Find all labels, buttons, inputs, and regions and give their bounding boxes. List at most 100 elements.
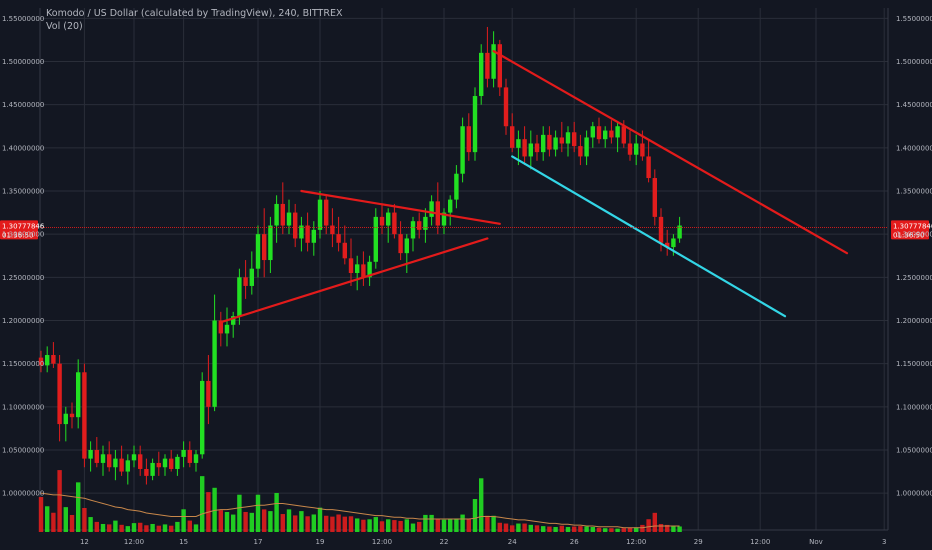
volume-bar [609,528,614,532]
candle-body [76,372,81,418]
left-tick-label: 1.35000000 [2,187,44,195]
right-tick-label: 1.10000000 [896,403,932,411]
candle-body [572,132,577,147]
candle-body [466,126,471,153]
candle-body [57,363,62,425]
candle-body [355,264,360,273]
candle-body [460,126,465,174]
candle-body [45,355,50,366]
trendlines [219,50,849,324]
volume-bar [677,526,682,532]
volume-bar [553,526,558,532]
volume-bar [615,528,620,532]
volume-bar [280,514,285,532]
candle-body [193,454,199,463]
candle-body [138,454,143,469]
volume-bar [423,514,428,532]
candle-body [404,238,409,254]
volume-bar [63,507,68,532]
candle-body [88,449,93,459]
volume-ma-polyline [40,492,680,529]
candle-body [541,134,546,153]
candle-body [268,225,273,261]
candle-body [646,156,651,179]
volume-bar [497,522,502,532]
time-tick-label: 24 [508,538,517,546]
candle-body [299,225,304,239]
volume-bar [255,494,261,532]
volume-bar [603,528,608,532]
candle-body [448,199,453,213]
volume-bar [125,526,130,532]
volume-bar [466,518,471,532]
price-tag-countdown: 01:36:50 [893,231,924,239]
candle-body [113,458,118,468]
candle-body [119,458,124,472]
volume-bar [658,524,664,532]
grid [39,8,889,531]
candle-body [131,454,137,461]
volume-bar [373,517,378,532]
volume-bar [441,519,447,532]
volume-bar [336,514,341,532]
candle-body [237,277,242,317]
right-price-axis[interactable]: 1.55000000 1.50000000 1.45000000 1.40000000… [896,15,932,498]
candle-body [547,134,552,150]
volume-bar [572,526,577,532]
candle-body [578,146,583,157]
right-tick-label: 1.25000000 [896,274,932,282]
volume-bar [82,507,87,532]
candle-body [231,316,236,325]
volume-bar [404,519,409,532]
volume-bar [485,515,490,532]
right-tick-label: 1.15000000 [896,360,932,368]
candle-body [441,212,447,226]
volume-bar [491,515,496,532]
time-axis[interactable]: 12 12:00 15 17 19 12:00 22 24 26 12:00 29 12:00 Nov 3… [80,538,932,546]
price-tag-value: 1.30777846 [2,222,45,230]
volume-bar [274,492,279,532]
volume-bar [131,523,137,532]
volume-bar [268,511,273,532]
candle-body [144,468,149,476]
left-tick-label: 1.00000000 [2,490,44,498]
volume-bar [621,528,626,532]
volume-bar [187,520,192,532]
candle-body [63,413,68,425]
volume-bar [472,499,478,532]
left-price-axis: 1.55000000 1.50000000 1.45000000 1.40000000… [2,15,44,498]
right-tick-label: 1.55000000 [896,15,932,23]
candle-body [677,225,682,239]
volume-bar [94,521,99,532]
price-tag-box [0,220,38,240]
time-tick-label: 12:00 [626,538,646,546]
red-trendline [219,237,489,324]
candle-body [175,456,180,469]
candle-body [603,130,608,140]
left-tick-label: 1.55000000 [2,15,44,23]
volume-bar [162,524,168,532]
time-tick-label: 12 [80,538,89,546]
volume-bar [448,519,453,532]
volume-bar [627,527,633,532]
volume-bar [528,524,533,532]
candle-body [522,139,527,157]
volume-bar [113,520,118,532]
red-trendline [300,189,501,225]
volume-bar [262,509,267,532]
candle-body [559,137,564,144]
candle-body [398,234,403,254]
volume-bar [57,470,62,532]
volume-bar [193,524,199,532]
candle-body [516,139,521,148]
candle-body [590,126,595,138]
candle-body [373,216,378,262]
volume-bar [503,523,509,532]
volume-bar [671,526,676,532]
candle-body [652,178,657,217]
candle-body [94,449,99,463]
right-tick-label: 1.40000000 [896,144,932,152]
candle-body [311,229,316,243]
